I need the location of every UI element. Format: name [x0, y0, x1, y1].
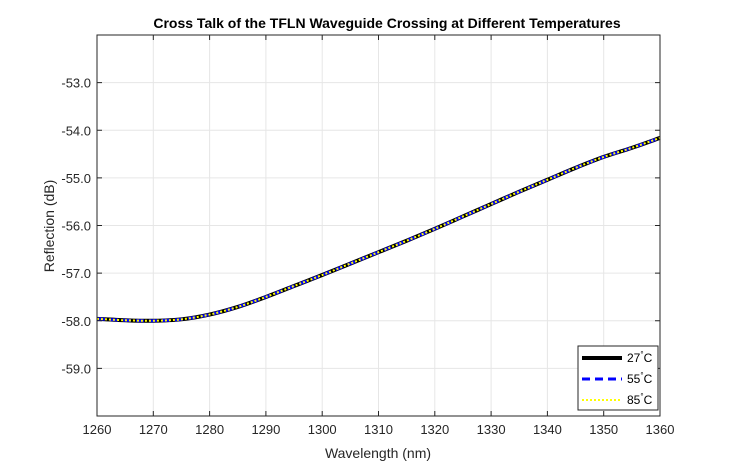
x-tick-label: 1260 — [83, 422, 112, 437]
x-tick-label: 1350 — [589, 422, 618, 437]
x-tick-label: 1300 — [308, 422, 337, 437]
x-tick-label: 1280 — [195, 422, 224, 437]
y-tick-label: -53.0 — [61, 76, 91, 91]
y-tick-label: -57.0 — [61, 266, 91, 281]
x-tick-label: 1270 — [139, 422, 168, 437]
chart-title: Cross Talk of the TFLN Waveguide Crossin… — [153, 15, 620, 31]
legend-label-27c-unit: C — [644, 351, 653, 365]
svg-text:85°C: 85°C — [627, 392, 653, 407]
y-tick-label: -54.0 — [61, 123, 91, 138]
y-tick-label: -58.0 — [61, 314, 91, 329]
x-tick-label: 1320 — [420, 422, 449, 437]
series-line-85c — [96, 136, 661, 322]
legend-label-55c-unit: C — [644, 372, 653, 386]
x-tick-label: 1360 — [646, 422, 675, 437]
legend-label-85c-temp: 85 — [627, 393, 641, 407]
legend-label-27c-temp: 27 — [627, 351, 641, 365]
legend-item-55c: 55°C — [582, 371, 653, 386]
grid — [96, 35, 661, 416]
y-tick-label: -55.0 — [61, 171, 91, 186]
y-tick-label: -56.0 — [61, 219, 91, 234]
legend: 27°C 55°C 85°C — [577, 345, 659, 411]
x-tick-label: 1310 — [364, 422, 393, 437]
legend-label-85c-unit: C — [644, 393, 653, 407]
x-tick-label: 1290 — [251, 422, 280, 437]
svg-text:55°C: 55°C — [627, 371, 653, 386]
x-axis-label: Wavelength (nm) — [325, 445, 431, 461]
y-axis-label: Reflection (dB) — [41, 180, 57, 273]
x-tick-label: 1340 — [533, 422, 562, 437]
y-tick-label: -59.0 — [61, 361, 91, 376]
legend-item-85c: 85°C — [582, 392, 653, 407]
x-tick-label: 1330 — [477, 422, 506, 437]
legend-label-85c-degree: ° — [640, 392, 643, 401]
legend-label-27c-degree: ° — [640, 350, 643, 359]
legend-item-27c: 27°C — [582, 350, 653, 365]
ticks: 1260 1270 1280 1290 1300 1310 1320 1330 1340 1350… — [61, 35, 674, 437]
series-lines — [96, 135, 661, 323]
svg-text:27°C: 27°C — [627, 350, 653, 365]
legend-label-55c-temp: 55 — [627, 372, 641, 386]
legend-label-55c-degree: ° — [640, 371, 643, 380]
